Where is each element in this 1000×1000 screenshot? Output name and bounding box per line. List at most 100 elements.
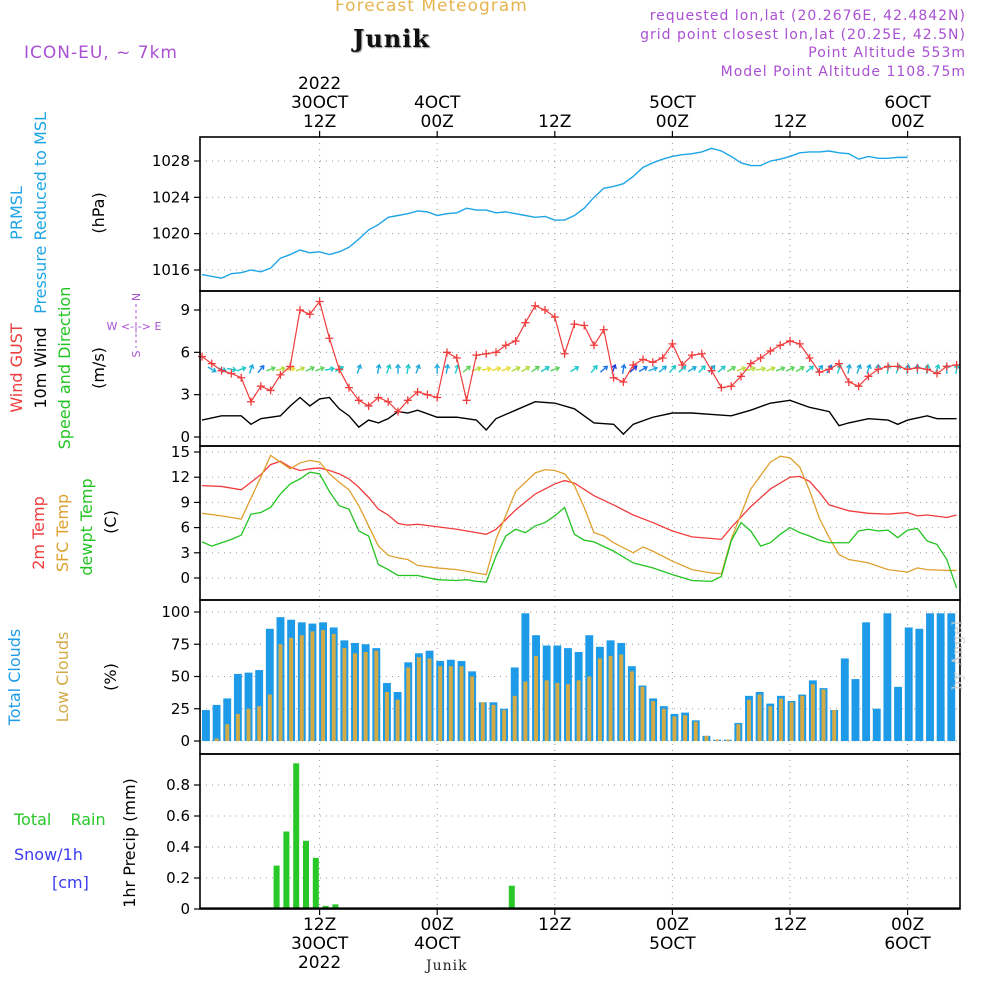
wind-arrow — [540, 365, 550, 373]
rain-bar — [273, 865, 280, 909]
gust-marker — [531, 301, 540, 310]
precip-y-axis: 0 0.2 0.4 0.6 0.8 — [166, 776, 200, 918]
2m-temp-line — [201, 460, 957, 541]
low-cloud-bar — [725, 739, 730, 741]
wind-arrow-shaft — [266, 367, 276, 372]
gust-marker — [345, 383, 353, 392]
y-tick-label: 3 — [180, 544, 190, 562]
precip-label-cm: [cm] — [52, 873, 89, 892]
requested-point: requested lon,lat (20.2676E, 42.4842N) — [649, 8, 966, 24]
wind-arrow-head — [300, 365, 306, 372]
meteogram-title: Forecast Meteogram — [335, 0, 528, 16]
clouds-unit-label: (%) — [101, 663, 120, 691]
wind-arrow-shaft — [521, 366, 530, 373]
low-cloud-bar — [235, 713, 240, 741]
gust-marker — [678, 361, 687, 370]
low-cloud-bar — [810, 684, 815, 741]
y-tick-label: 0.2 — [166, 869, 190, 887]
wind-arrow — [295, 365, 306, 372]
footer-location: Junik — [426, 958, 468, 974]
x-tick-label-top: 4OCT — [414, 93, 461, 113]
low-cloud-bar — [384, 691, 389, 741]
low-cloud-bar — [576, 680, 581, 741]
wind-arrow — [629, 365, 638, 373]
wind-arrow — [736, 365, 747, 372]
wind-direction-arrows — [207, 363, 960, 374]
gust-marker — [727, 382, 736, 391]
wind-arrow-head — [395, 363, 401, 369]
temperature-frame — [199, 445, 961, 601]
low-cloud-bar — [448, 666, 453, 741]
wind-arrow-shaft — [678, 365, 687, 373]
total-cloud-bar — [521, 613, 530, 741]
gust-marker — [639, 355, 647, 364]
low-cloud-bar — [374, 650, 379, 741]
wind-arrow — [356, 363, 363, 374]
gust-marker — [462, 396, 471, 405]
gust-marker — [207, 359, 216, 368]
precip-label-rain: Total Rain — [13, 810, 106, 829]
wind-arrow-shaft — [621, 364, 625, 374]
wind-arrow — [648, 365, 659, 372]
low-cloud-bar — [651, 701, 656, 741]
low-cloud-bar — [608, 655, 613, 741]
x-tick-label-bottom: 00Z — [891, 915, 924, 935]
wind-arrow — [324, 366, 336, 372]
gust-marker — [227, 369, 236, 378]
wind-arrow — [207, 366, 217, 373]
wind-arrow-head — [671, 364, 677, 370]
gust-marker — [658, 353, 667, 362]
wind-speed-line — [201, 396, 957, 436]
pressure-label-msl: Pressure Reduced to MSL — [31, 112, 50, 314]
y-tick-label: 6 — [180, 343, 190, 361]
gust-marker — [707, 366, 716, 375]
x-tick-label-top: 12Z — [538, 112, 571, 132]
y-tick-label: 0 — [180, 569, 190, 587]
wind-arrow — [726, 365, 737, 373]
gust-marker — [893, 362, 902, 371]
wind-arrow-shaft — [599, 365, 608, 373]
wind-arrow-shaft — [275, 367, 285, 372]
x-tick-label-bottom: 12Z — [303, 915, 336, 935]
low-cloud-bar — [565, 684, 570, 741]
low-cloud-bar — [757, 694, 762, 741]
y-tick-label: 100 — [161, 603, 190, 621]
wind-arrow-shaft — [226, 367, 236, 371]
gust-marker — [599, 325, 608, 334]
wind-arrow-shaft — [415, 364, 420, 374]
gust-marker — [629, 361, 638, 370]
wind-arrow — [599, 365, 609, 373]
x-tick-label-top: 6OCT — [884, 93, 931, 113]
wind-arrow-head — [534, 365, 540, 371]
x-tick-label-bottom: 12Z — [773, 915, 806, 935]
wind-arrow-shaft — [648, 367, 658, 372]
wind-arrow — [785, 365, 796, 372]
wind-arrow-shaft — [540, 366, 550, 373]
wind-arrow — [248, 363, 255, 374]
wind-arrow-shaft — [315, 367, 325, 372]
gust-marker — [501, 341, 510, 350]
wind-arrow-shaft — [462, 365, 471, 373]
low-cloud-bar — [800, 695, 805, 741]
wind-arrow — [226, 366, 238, 373]
precip-label-snow: Snow/1h — [14, 845, 83, 864]
x-tick-label-bottom: 5OCT — [649, 934, 696, 954]
wind-arrow-shaft — [717, 365, 726, 373]
gust-marker — [276, 370, 285, 379]
gust-marker — [766, 346, 775, 355]
wind-arrow-shaft — [765, 367, 775, 372]
temp-label-dewpt: dewpt Temp — [77, 478, 96, 575]
low-cloud-bar — [555, 682, 560, 741]
x-tick-label-bottom: 6OCT — [884, 934, 931, 954]
wind-arrow-shaft — [550, 367, 560, 372]
y-tick-label: 25 — [171, 700, 190, 718]
low-cloud-bar — [342, 648, 347, 741]
y-tick-label: 1016 — [152, 261, 190, 279]
wind-arrow-shaft — [746, 367, 756, 372]
gust-marker — [933, 369, 941, 378]
low-cloud-bar — [778, 698, 783, 741]
gust-marker — [335, 365, 344, 374]
wind-arrow-shaft — [376, 364, 380, 374]
wind-arrow-shaft — [445, 364, 449, 374]
